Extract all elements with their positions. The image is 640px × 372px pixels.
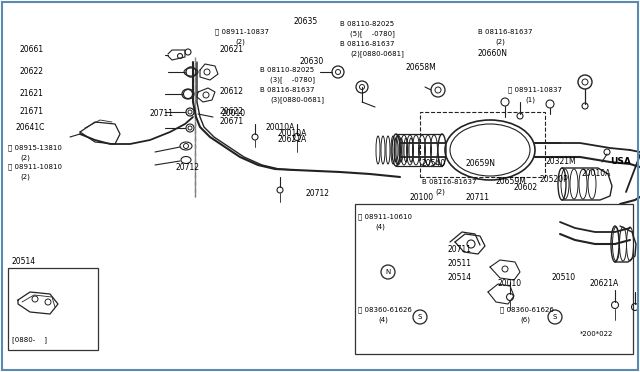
Bar (355, 204, 633, 354)
Text: 20510: 20510 (552, 273, 576, 282)
Text: 20010: 20010 (222, 109, 246, 119)
Text: Ⓝ 08911-10837: Ⓝ 08911-10837 (508, 87, 562, 93)
Text: B 08116-81637: B 08116-81637 (340, 41, 394, 47)
Text: 20010A: 20010A (265, 122, 294, 131)
Text: 20658M: 20658M (405, 62, 436, 71)
Text: [0880-    ]: [0880- ] (12, 337, 47, 343)
Text: 20511: 20511 (447, 260, 471, 269)
Text: 20630: 20630 (300, 58, 324, 67)
Text: Ⓝ 08911-10837: Ⓝ 08911-10837 (215, 29, 269, 35)
Text: Ⓝ 08911-10810: Ⓝ 08911-10810 (8, 164, 62, 170)
Text: B 08110-82025: B 08110-82025 (340, 21, 394, 27)
Text: 20635: 20635 (294, 17, 318, 26)
Text: 20540: 20540 (422, 160, 446, 169)
Text: 20621A: 20621A (278, 135, 307, 144)
Text: B 08116-81637: B 08116-81637 (422, 179, 477, 185)
Text: USA: USA (610, 157, 631, 167)
Text: (3)[    -0780]: (3)[ -0780] (270, 77, 315, 83)
Text: 20010A: 20010A (582, 170, 611, 179)
Text: 20661: 20661 (20, 45, 44, 55)
Bar (8, 268, 98, 350)
Text: (2): (2) (435, 189, 445, 195)
Text: 20621A: 20621A (590, 279, 620, 289)
Text: 20622: 20622 (20, 67, 44, 76)
Text: Ⓝ 08911-10610: Ⓝ 08911-10610 (358, 214, 412, 220)
Text: (4): (4) (375, 224, 385, 230)
Text: 20712: 20712 (305, 189, 329, 199)
Text: 20711: 20711 (465, 192, 489, 202)
Text: 21621: 21621 (20, 90, 44, 99)
Text: B 08110-82025: B 08110-82025 (260, 67, 314, 73)
Text: 20660N: 20660N (478, 49, 508, 58)
Text: S: S (418, 314, 422, 320)
Text: 20622: 20622 (220, 108, 244, 116)
Text: Ⓢ 08360-61626: Ⓢ 08360-61626 (358, 307, 412, 313)
Bar (420, 112, 545, 177)
Text: (1): (1) (525, 97, 535, 103)
Text: 20520P: 20520P (540, 176, 569, 185)
Text: 20711: 20711 (150, 109, 174, 119)
Text: B 08116-81637: B 08116-81637 (260, 87, 314, 93)
Text: (2): (2) (235, 39, 245, 45)
Text: 20671: 20671 (220, 118, 244, 126)
Text: 20321M: 20321M (545, 157, 575, 167)
Text: 20711: 20711 (447, 246, 471, 254)
Text: S: S (553, 314, 557, 320)
Text: (2): (2) (495, 39, 505, 45)
Text: (3)[0880-0681]: (3)[0880-0681] (270, 97, 324, 103)
Text: 20100: 20100 (410, 192, 434, 202)
Text: 20514: 20514 (12, 257, 36, 266)
Text: (4): (4) (378, 317, 388, 323)
Text: 20010: 20010 (498, 279, 522, 289)
Text: B 08116-81637: B 08116-81637 (478, 29, 532, 35)
Text: N: N (385, 269, 390, 275)
Text: Ⓢ 08360-61626: Ⓢ 08360-61626 (500, 307, 554, 313)
Text: 20659M: 20659M (495, 177, 526, 186)
Text: 20641C: 20641C (15, 124, 44, 132)
Text: (2)[0880-0681]: (2)[0880-0681] (350, 51, 404, 57)
Text: 20659N: 20659N (466, 160, 496, 169)
Text: (6): (6) (520, 317, 530, 323)
Text: 20514: 20514 (447, 273, 471, 282)
Text: 20010A: 20010A (278, 129, 307, 138)
Text: (5)[    -0780]: (5)[ -0780] (350, 31, 395, 37)
Text: 20602: 20602 (513, 183, 537, 192)
Text: 20612: 20612 (220, 87, 244, 96)
Text: *200*022: *200*022 (580, 331, 613, 337)
Text: 20621: 20621 (220, 45, 244, 55)
Text: (2): (2) (20, 155, 30, 161)
Text: (2): (2) (20, 174, 30, 180)
Text: 21671: 21671 (20, 108, 44, 116)
Text: 20712: 20712 (175, 163, 199, 171)
Text: Ⓟ 08915-13810: Ⓟ 08915-13810 (8, 145, 62, 151)
